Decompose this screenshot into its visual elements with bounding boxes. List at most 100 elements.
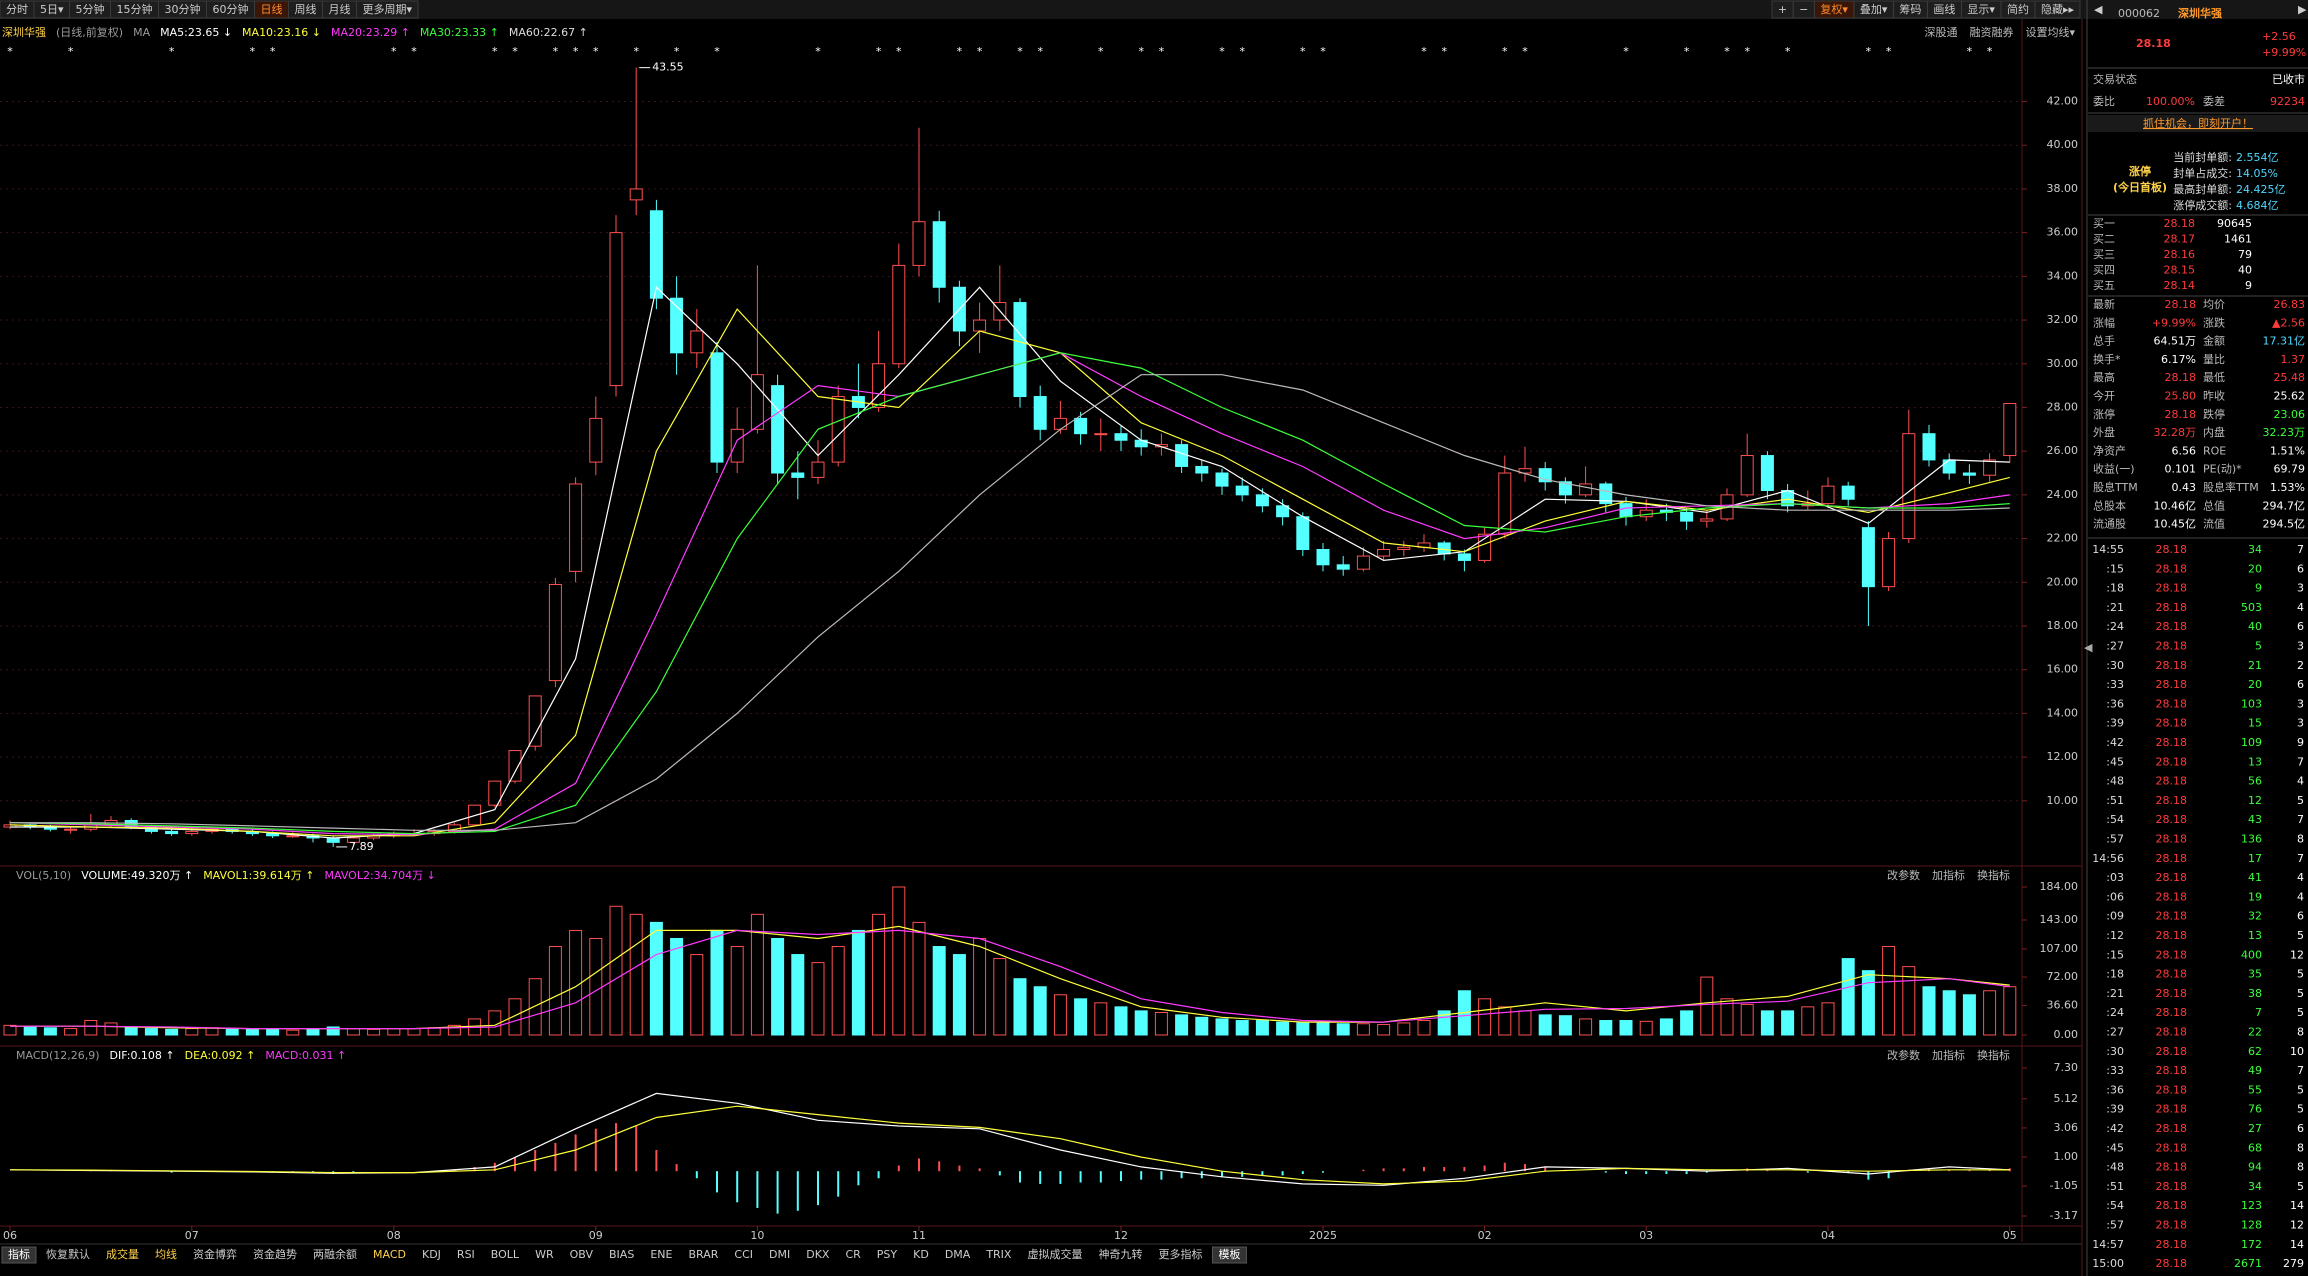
indicator-tab[interactable]: MACD	[373, 1248, 406, 1261]
event-marker[interactable]: *	[1138, 45, 1144, 58]
toolbar-button-label[interactable]: 15分钟	[117, 2, 153, 16]
event-marker[interactable]: *	[977, 45, 983, 58]
toolbar-button-label[interactable]: 画线	[1933, 2, 1955, 16]
indicator-tab[interactable]: 神奇九转	[1098, 1247, 1142, 1261]
indicator-tab[interactable]: DKX	[806, 1248, 830, 1261]
indicator-tab[interactable]: BIAS	[609, 1248, 634, 1261]
indicator-tab[interactable]: CCI	[734, 1248, 753, 1261]
indicator-tab[interactable]: BOLL	[491, 1248, 520, 1261]
event-marker[interactable]: *	[1502, 45, 1508, 58]
event-marker[interactable]: *	[1320, 45, 1326, 58]
indicator-tab[interactable]: 资金博弈	[193, 1247, 237, 1261]
event-marker[interactable]: *	[593, 45, 599, 58]
indicator-tab[interactable]: DMI	[769, 1248, 790, 1261]
indicator-tab[interactable]: WR	[535, 1248, 554, 1261]
indicator-link[interactable]: 改参数	[1887, 1048, 1920, 1062]
indicator-tab[interactable]: KD	[913, 1248, 929, 1261]
event-marker[interactable]: *	[1239, 45, 1245, 58]
toolbar-button-label[interactable]: −	[1799, 3, 1808, 16]
event-marker[interactable]: *	[1724, 45, 1730, 58]
promo-link[interactable]: 抓住机会，即刻开户！	[2143, 116, 2253, 130]
indicator-tab[interactable]: 均线	[155, 1247, 177, 1261]
event-marker[interactable]: *	[169, 45, 175, 58]
toolbar-button-label[interactable]: 分时	[6, 3, 28, 16]
indicator-link[interactable]: 加指标	[1932, 868, 1965, 882]
indicator-tab[interactable]: 模板	[1218, 1247, 1240, 1261]
event-marker[interactable]: *	[1159, 45, 1165, 58]
toolbar-button-label[interactable]: 简约	[2007, 2, 2029, 16]
indicator-tab[interactable]: DMA	[945, 1248, 971, 1261]
indicator-tab[interactable]: RSI	[457, 1248, 475, 1261]
indicator-link[interactable]: 换指标	[1977, 868, 2010, 882]
indicator-link[interactable]: 改参数	[1887, 868, 1920, 882]
event-marker[interactable]: *	[674, 45, 680, 58]
event-marker[interactable]: *	[1886, 45, 1892, 58]
toolbar-button-label[interactable]: 月线	[329, 2, 351, 16]
tab-box[interactable]	[1211, 1246, 1247, 1264]
event-marker[interactable]: *	[1987, 45, 1993, 58]
event-marker[interactable]: *	[411, 45, 417, 58]
toolbar-button-label[interactable]: 日线	[261, 2, 283, 16]
toolbar-button-label[interactable]: 显示▾	[1967, 3, 1995, 16]
toolbar-button-label[interactable]: +	[1778, 3, 1787, 16]
toolbar-button[interactable]	[356, 0, 419, 19]
event-marker[interactable]: *	[1522, 45, 1528, 58]
indicator-tab[interactable]: 资金趋势	[253, 1247, 297, 1261]
toolbar-button-label[interactable]: 筹码	[1899, 2, 1921, 16]
indicator-tab[interactable]: 虚拟成交量	[1027, 1247, 1082, 1261]
indicator-tab[interactable]: BRAR	[688, 1248, 718, 1261]
event-marker[interactable]: *	[1967, 45, 1973, 58]
info-link[interactable]: 深股通	[1924, 26, 1957, 39]
event-marker[interactable]: *	[250, 45, 256, 58]
event-marker[interactable]: *	[1017, 45, 1023, 58]
toolbar-button[interactable]	[1771, 0, 1794, 19]
indicator-tab[interactable]: 恢复默认	[46, 1247, 90, 1261]
event-marker[interactable]: *	[573, 45, 579, 58]
toolbar-button-label[interactable]: 叠加▾	[1860, 3, 1888, 16]
indicator-tab[interactable]: PSY	[877, 1248, 898, 1261]
toolbar-button-label[interactable]: 复权▾	[1820, 2, 1848, 16]
event-marker[interactable]: *	[492, 45, 498, 58]
event-marker[interactable]: *	[512, 45, 518, 58]
event-marker[interactable]: *	[1037, 45, 1043, 58]
toolbar-button-label[interactable]: 隐藏▸▸	[2041, 3, 2075, 16]
event-marker[interactable]: *	[7, 45, 13, 58]
indicator-tab[interactable]: ENE	[650, 1248, 672, 1261]
indicator-tab[interactable]: CR	[845, 1248, 861, 1261]
event-marker[interactable]: *	[1684, 45, 1690, 58]
event-marker[interactable]: *	[815, 45, 821, 58]
event-marker[interactable]: *	[633, 45, 639, 58]
event-marker[interactable]: *	[1623, 45, 1629, 58]
indicator-tab[interactable]: KDJ	[422, 1248, 441, 1261]
event-marker[interactable]: *	[391, 45, 397, 58]
toolbar-button-label[interactable]: 周线	[295, 2, 317, 16]
tab-box[interactable]	[1, 1246, 37, 1264]
event-marker[interactable]: *	[957, 45, 963, 58]
event-marker[interactable]: *	[1785, 45, 1791, 58]
collapse-arrow[interactable]: ◀	[2084, 641, 2093, 654]
event-marker[interactable]: *	[876, 45, 882, 58]
event-marker[interactable]: *	[896, 45, 902, 58]
event-marker[interactable]: *	[1866, 45, 1872, 58]
toolbar-button-label[interactable]: 30分钟	[165, 2, 201, 16]
event-marker[interactable]: *	[1219, 45, 1225, 58]
prev-arrow[interactable]: ◀	[2094, 3, 2103, 16]
indicator-tab[interactable]: 成交量	[106, 1247, 139, 1261]
event-marker[interactable]: *	[1421, 45, 1427, 58]
indicator-tab[interactable]: 更多指标	[1158, 1247, 1202, 1261]
event-marker[interactable]: *	[270, 45, 276, 58]
info-link[interactable]: 设置均线▾	[2025, 25, 2075, 39]
indicator-tab[interactable]: 指标	[8, 1247, 30, 1261]
toolbar-button-label[interactable]: 5分钟	[76, 2, 105, 16]
toolbar-button-label[interactable]: 5日▾	[40, 3, 64, 16]
toolbar-button-label[interactable]: 60分钟	[213, 2, 249, 16]
indicator-link[interactable]: 加指标	[1932, 1048, 1965, 1062]
event-marker[interactable]: *	[714, 45, 720, 58]
indicator-tab[interactable]: TRIX	[985, 1248, 1012, 1261]
event-marker[interactable]: *	[1098, 45, 1104, 58]
indicator-tab[interactable]: OBV	[570, 1248, 594, 1261]
event-marker[interactable]: *	[1744, 45, 1750, 58]
event-marker[interactable]: *	[553, 45, 559, 58]
info-link[interactable]: 融资融券	[1969, 25, 2013, 39]
event-marker[interactable]: *	[68, 45, 74, 58]
